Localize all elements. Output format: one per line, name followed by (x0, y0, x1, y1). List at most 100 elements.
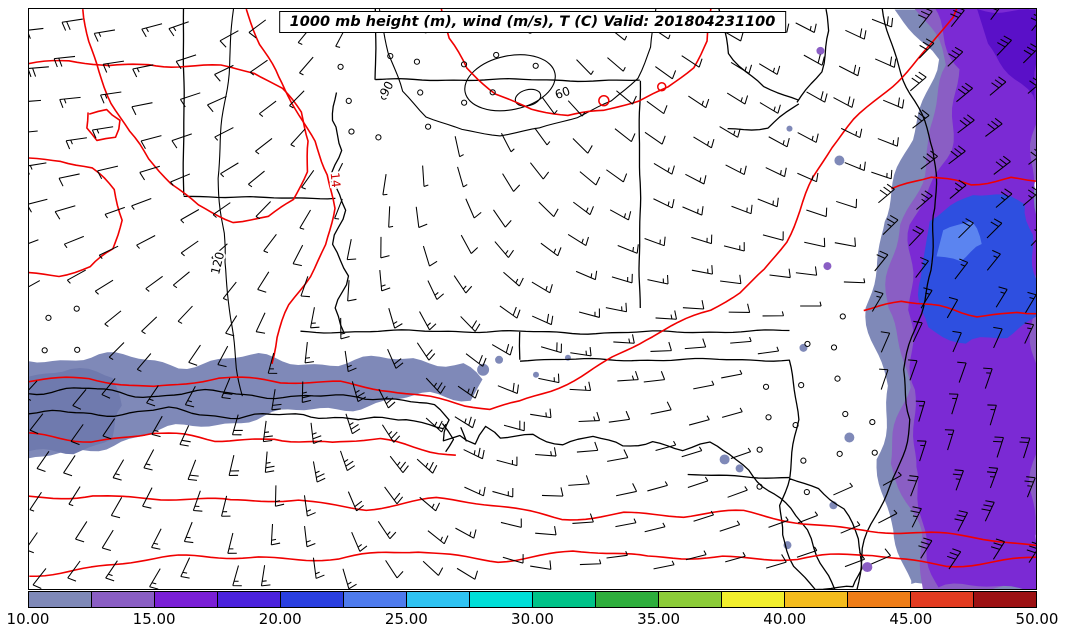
calm-wind-icon (836, 450, 843, 457)
wind-barb-icon (301, 170, 315, 190)
wind-barb-icon (731, 204, 753, 215)
calm-wind-icon (839, 313, 846, 320)
wind-barb-icon (871, 16, 894, 28)
wind-barb-icon (871, 169, 893, 180)
wind-barb-icon (653, 560, 675, 570)
wind-barb-icon (346, 239, 357, 261)
wind-barb-icon (995, 188, 1013, 208)
wind-barb-icon (453, 275, 473, 294)
wind-barb-icon (139, 165, 160, 181)
wind-barb-icon (643, 371, 666, 383)
wind-barb-icon (312, 461, 326, 483)
wind-barb-icon (616, 483, 638, 497)
wind-barb-icon (954, 258, 969, 280)
shaded-speck (823, 262, 832, 271)
wind-barb-icon (59, 96, 81, 109)
temperature-contour (29, 550, 1036, 578)
wind-barb-icon (188, 344, 201, 366)
wind-barb-icon (500, 133, 515, 153)
map-title: 1000 mb height (m), wind (m/s), T (C) Va… (278, 11, 787, 33)
shaded-speck (862, 562, 873, 573)
wind-barb-icon (606, 169, 628, 183)
wind-barb-icon (271, 389, 282, 411)
wind-barb-icon (800, 301, 822, 307)
wind-barb-icon (300, 276, 310, 298)
wind-barb-icon (949, 393, 959, 415)
wind-barb-icon (220, 162, 239, 178)
calm-wind-icon (375, 134, 382, 141)
wind-barb-icon (907, 475, 919, 497)
calm-wind-icon (756, 483, 763, 490)
wind-speed-shading (29, 9, 1036, 589)
calm-wind-icon (803, 488, 810, 496)
wind-barb-icon (496, 456, 518, 467)
wind-barb-icon (141, 23, 163, 38)
temperature-contour (863, 300, 1036, 318)
wind-barb-icon (797, 172, 819, 183)
wind-barb-icon (757, 197, 779, 208)
shaded-region (936, 220, 982, 262)
height-contour-low (464, 54, 556, 112)
wind-barb-icon (908, 359, 918, 381)
contour-label: 90 (377, 79, 397, 99)
temperature-contour (29, 9, 958, 411)
wind-barb-icon (212, 202, 231, 218)
wind-barb-icon (262, 420, 273, 443)
wind-barb-icon (879, 368, 889, 390)
wind-barb-icon (877, 137, 899, 147)
wind-barb-icon (723, 242, 745, 252)
wind-barb-icon (290, 128, 306, 148)
wind-barb-icon (110, 497, 123, 519)
wind-barb-icon (136, 235, 156, 249)
wind-barb-icon (29, 99, 42, 102)
colorbar-tick-label: 30.00 (511, 610, 554, 628)
wind-barb-icon (910, 71, 927, 92)
shaded-speck (816, 46, 825, 55)
wind-barb-icon (32, 568, 47, 589)
wind-barb-icon (1025, 291, 1036, 314)
wind-barb-icon (720, 274, 742, 285)
colorbar-segment (973, 592, 1036, 607)
wind-barb-icon (36, 450, 50, 472)
temperature-contour (29, 157, 123, 278)
wind-barb-icon (351, 531, 368, 552)
wind-barb-icon (464, 486, 486, 497)
wind-barb-icon (389, 455, 409, 474)
colorbar-segment (91, 592, 154, 607)
wind-barb-icon (255, 201, 271, 220)
wind-barb-icon (567, 233, 589, 247)
wind-barb-icon (67, 560, 81, 582)
colorbar-segment (217, 592, 280, 607)
wind-barb-icon (249, 59, 268, 76)
calm-wind-icon (381, 93, 388, 100)
temperature-contour (891, 176, 1036, 190)
wind-barb-icon (918, 537, 933, 559)
wind-barb-icon (655, 440, 677, 451)
wind-barb-icon (503, 420, 525, 432)
wind-barb-icon (952, 330, 962, 353)
wind-barb-icon (65, 137, 87, 150)
wind-barb-icon (948, 145, 966, 165)
wind-barb-icon (693, 510, 714, 522)
wind-barb-icon (918, 9, 933, 29)
wind-barb-icon (719, 126, 741, 138)
wind-barb-icon (108, 342, 125, 361)
wind-barb-icon (646, 100, 668, 115)
height-contour-low-inner (514, 88, 542, 107)
calm-wind-icon (413, 58, 421, 65)
wind-barb-icon (310, 422, 322, 444)
wind-barb-icon (759, 102, 781, 114)
wind-barb-icon (915, 256, 929, 278)
wind-barb-icon (419, 311, 437, 331)
colorbar (28, 591, 1037, 608)
wind-barb-icon (457, 166, 468, 188)
wind-barb-icon (957, 114, 975, 134)
wind-barb-icon (131, 102, 153, 116)
wind-barb-icon (172, 271, 190, 289)
wind-barb-icon (270, 523, 281, 546)
calm-wind-icon (489, 89, 496, 96)
wind-barb-icon (68, 486, 81, 507)
wind-barb-icon (29, 491, 42, 512)
wind-barb-icon (721, 369, 743, 379)
